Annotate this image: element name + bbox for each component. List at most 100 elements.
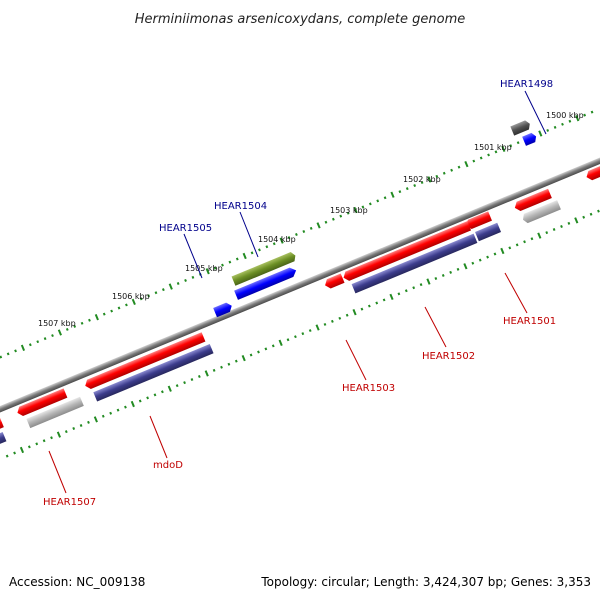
gene-hear1501[interactable]	[464, 211, 492, 230]
major-tick	[426, 278, 431, 285]
kbp-label: 1506 kbp	[112, 292, 150, 301]
minor-tick	[13, 451, 16, 455]
minor-tick	[80, 321, 84, 325]
minor-tick	[64, 430, 68, 434]
kbp-label: 1504 kbp	[258, 235, 296, 244]
major-tick	[93, 416, 98, 423]
minor-tick	[561, 122, 564, 126]
minor-tick	[508, 246, 512, 250]
major-tick	[427, 176, 432, 183]
minor-tick	[258, 248, 261, 252]
minor-tick	[397, 292, 401, 296]
gene-hear1504[interactable]	[231, 251, 298, 286]
leader-hear1507	[48, 450, 67, 494]
minor-tick	[471, 261, 475, 265]
gene-labels: HEAR1498 HEAR1504 HEAR1505 HEAR1501 HEAR…	[43, 79, 556, 508]
gene-navy-1501[interactable]	[475, 222, 502, 242]
leader-hear1505	[183, 233, 203, 279]
minor-tick	[442, 171, 446, 175]
minor-tick	[117, 306, 121, 310]
minor-tick	[345, 313, 349, 317]
minor-tick	[272, 242, 276, 246]
minor-tick	[382, 298, 386, 302]
gene-gray-right[interactable]	[521, 200, 561, 224]
minor-tick	[65, 327, 69, 331]
major-tick	[352, 309, 357, 316]
genome-title: Herminiimonas arsenicoxydans, complete g…	[135, 12, 465, 27]
gene-hear1505[interactable]	[213, 301, 233, 318]
minor-tick	[221, 263, 224, 267]
minor-tick	[28, 343, 32, 347]
gene-hear1507[interactable]	[16, 388, 68, 417]
minor-tick	[286, 338, 290, 342]
minor-tick	[235, 257, 239, 261]
minor-tick	[161, 288, 165, 292]
major-tick	[500, 247, 505, 255]
major-tick	[538, 130, 543, 137]
minor-tick	[146, 396, 149, 400]
gene-navy-left-edge[interactable]	[0, 431, 7, 447]
major-tick	[537, 232, 542, 239]
minor-tick	[589, 212, 593, 216]
major-tick	[464, 160, 469, 168]
minor-tick	[404, 289, 408, 293]
minor-tick	[161, 390, 164, 394]
minor-tick	[27, 445, 31, 449]
gene-label-hear1501[interactable]: HEAR1501	[503, 316, 556, 327]
minor-tick	[530, 237, 534, 241]
gene-label-hear1498[interactable]: HEAR1498	[500, 79, 553, 90]
minor-tick	[582, 215, 586, 219]
major-tick	[130, 400, 135, 408]
minor-tick	[441, 273, 445, 277]
minor-tick	[301, 332, 305, 336]
minor-tick	[125, 303, 128, 307]
minor-tick	[450, 168, 454, 172]
gene-gray-1507[interactable]	[26, 396, 84, 429]
minor-tick	[271, 344, 275, 348]
gene-dark-gray[interactable]	[510, 119, 531, 136]
kbp-label: 1505 kbp	[185, 264, 223, 273]
minor-tick	[361, 205, 365, 209]
map-track	[0, 110, 600, 458]
gene-navy-1502[interactable]	[351, 233, 478, 294]
gene-blue-small[interactable]	[522, 132, 538, 146]
gene-label-hear1505[interactable]: HEAR1505	[159, 223, 212, 234]
minor-tick	[302, 229, 306, 233]
minor-tick	[553, 125, 557, 129]
gene-label-hear1504[interactable]: HEAR1504	[214, 201, 267, 212]
outer-tick-track	[0, 110, 594, 359]
major-tick	[315, 324, 320, 331]
gene-red-right[interactable]	[513, 188, 552, 213]
minor-tick	[43, 337, 47, 341]
gene-label-hear1502[interactable]: HEAR1502	[422, 351, 475, 362]
minor-tick	[197, 374, 201, 378]
minor-tick	[6, 352, 10, 356]
minor-tick	[434, 277, 438, 281]
minor-tick	[405, 187, 409, 191]
gene-navy-mdod[interactable]	[93, 344, 214, 402]
minor-tick	[457, 165, 461, 169]
gene-label-mdod[interactable]: mdoD	[153, 460, 183, 471]
major-tick	[56, 431, 61, 438]
minor-tick	[449, 270, 453, 274]
minor-tick	[147, 294, 150, 298]
minor-tick	[472, 159, 476, 163]
minor-tick	[412, 286, 416, 290]
minor-tick	[516, 141, 520, 145]
gene-blue-large[interactable]	[234, 266, 298, 300]
major-tick	[205, 268, 210, 275]
leader-hear1501	[504, 272, 528, 314]
gene-red-far-right[interactable]	[585, 163, 600, 181]
gene-label-hear1503[interactable]: HEAR1503	[342, 383, 395, 394]
gene-label-hear1507[interactable]: HEAR1507	[43, 497, 96, 508]
gene-mdod[interactable]	[83, 332, 206, 390]
leader-hear1502	[424, 306, 447, 348]
minor-tick	[220, 365, 223, 369]
major-tick	[501, 145, 506, 152]
major-tick	[204, 370, 209, 377]
gene-red-left-edge[interactable]	[0, 417, 4, 432]
gene-hear1503[interactable]	[323, 273, 345, 291]
minor-tick	[323, 322, 327, 326]
gene-hear1502[interactable]	[342, 221, 472, 282]
leader-mdod	[149, 415, 168, 459]
